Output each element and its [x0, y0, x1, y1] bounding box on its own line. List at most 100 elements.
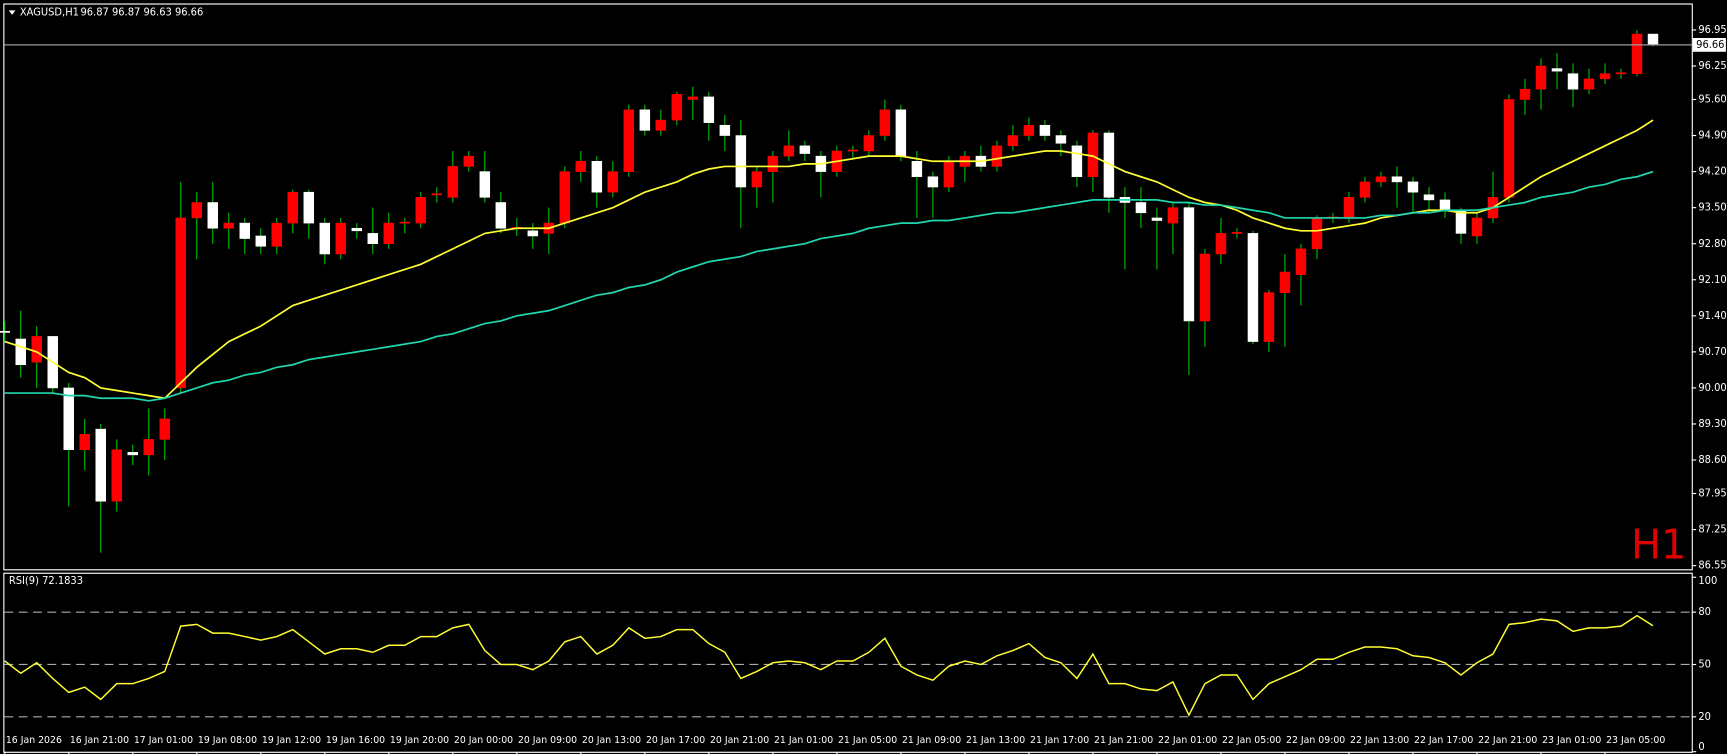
x-tick-label: 23 Jan 05:00	[1606, 735, 1665, 746]
candle-body	[1599, 73, 1611, 80]
candle-body	[1199, 253, 1211, 322]
moving-average	[4, 170, 1654, 402]
candle-body	[879, 109, 891, 136]
y-tick-label: 92.10	[1698, 275, 1726, 286]
candle-body	[239, 222, 251, 239]
candle-body	[1295, 248, 1307, 275]
x-tick-label: 22 Jan 21:00	[1478, 735, 1537, 746]
candle-body	[735, 135, 747, 188]
candle-body	[1567, 73, 1579, 90]
candle-body	[399, 221, 411, 224]
x-tick-label: 16 Jan 21:00	[70, 735, 129, 746]
candle-body	[1375, 176, 1387, 183]
candle-body	[1055, 135, 1067, 144]
candle-body	[1103, 132, 1115, 198]
candle-body	[527, 230, 539, 237]
candle-body	[367, 233, 379, 244]
x-tick-label: 17 Jan 01:00	[134, 735, 193, 746]
x-tick-label: 19 Jan 12:00	[262, 735, 321, 746]
candle-body	[63, 387, 74, 451]
rsi-line	[4, 614, 1654, 717]
last-price-label: 96.66	[1696, 40, 1724, 51]
x-tick-label: 22 Jan 13:00	[1350, 735, 1409, 746]
rsi-tick-label: 80	[1698, 607, 1711, 618]
candle-body	[559, 171, 571, 224]
y-tick-label: 91.40	[1698, 311, 1726, 322]
candle-body	[591, 161, 603, 193]
candle-body	[319, 222, 331, 255]
rsi-tick-label: 100	[1698, 576, 1717, 587]
candle-body	[431, 193, 443, 196]
x-tick-label: 21 Jan 13:00	[966, 735, 1025, 746]
candle-body	[799, 145, 811, 154]
candle-body	[95, 428, 106, 502]
candle-body	[1151, 217, 1163, 221]
candle-body	[719, 124, 731, 136]
y-tick-label: 92.80	[1698, 239, 1726, 250]
candle-body	[1583, 78, 1595, 90]
x-tick-label: 20 Jan 17:00	[646, 735, 705, 746]
x-tick-label: 20 Jan 00:00	[454, 735, 513, 746]
x-tick-label: 20 Jan 09:00	[518, 735, 577, 746]
candle-body	[1407, 181, 1419, 193]
candle-body	[127, 452, 138, 456]
candle-body	[607, 171, 619, 193]
x-tick-label: 19 Jan 16:00	[326, 735, 385, 746]
rsi-title: RSI(9) 72.1833	[9, 576, 83, 587]
candle-body	[175, 217, 187, 389]
candle-body	[1631, 33, 1643, 75]
candle-body	[895, 109, 907, 157]
x-tick-label: 21 Jan 05:00	[838, 735, 897, 746]
candle-body	[1535, 65, 1547, 90]
candle-body	[1647, 33, 1659, 46]
candle-body	[479, 171, 491, 198]
candle-body	[1135, 202, 1147, 214]
candle-body	[335, 222, 347, 255]
candle-body	[1471, 217, 1483, 237]
candle-body	[271, 222, 283, 247]
candle-body	[863, 135, 875, 152]
candle-body	[31, 336, 42, 363]
candle-body	[1391, 176, 1403, 183]
candle-body	[15, 338, 26, 366]
candle-body	[111, 449, 122, 502]
x-tick-label: 22 Jan 17:00	[1414, 735, 1473, 746]
rsi-tick-label: 0	[1698, 742, 1704, 753]
candle-body	[303, 191, 315, 224]
y-tick-label: 89.30	[1698, 419, 1726, 430]
candle-body	[575, 161, 587, 172]
y-tick-label: 88.60	[1698, 455, 1726, 466]
rsi-tick-label: 50	[1698, 659, 1711, 670]
y-tick-label: 87.25	[1698, 524, 1726, 535]
candle-body	[1423, 194, 1435, 201]
candle-body	[783, 145, 795, 157]
candle-body	[191, 202, 203, 219]
candle-body	[495, 202, 507, 229]
y-tick-label: 96.95	[1698, 25, 1726, 36]
candle-body	[1359, 181, 1371, 198]
candle-body	[943, 161, 955, 188]
candle-body	[1615, 72, 1627, 75]
candle-body	[1519, 88, 1531, 100]
candle-body	[1311, 217, 1323, 250]
candle-body	[751, 171, 763, 188]
candle-body	[1551, 68, 1563, 72]
candle-body	[1007, 135, 1019, 147]
x-tick-label: 20 Jan 13:00	[582, 735, 641, 746]
candle-body	[623, 109, 635, 172]
candle-body	[0, 330, 10, 333]
candle-body	[447, 166, 459, 198]
menu-arrow[interactable]	[8, 10, 16, 15]
y-tick-label: 94.90	[1698, 130, 1726, 141]
x-tick-label: 20 Jan 21:00	[710, 735, 769, 746]
candle-body	[143, 439, 154, 456]
candle-body	[639, 109, 651, 131]
candle-body	[927, 176, 939, 188]
y-tick-label: 95.60	[1698, 94, 1726, 105]
candle-body	[1183, 207, 1195, 322]
candle-body	[463, 155, 475, 167]
x-tick-label: 21 Jan 21:00	[1094, 735, 1153, 746]
x-tick-label: 22 Jan 05:00	[1222, 735, 1281, 746]
